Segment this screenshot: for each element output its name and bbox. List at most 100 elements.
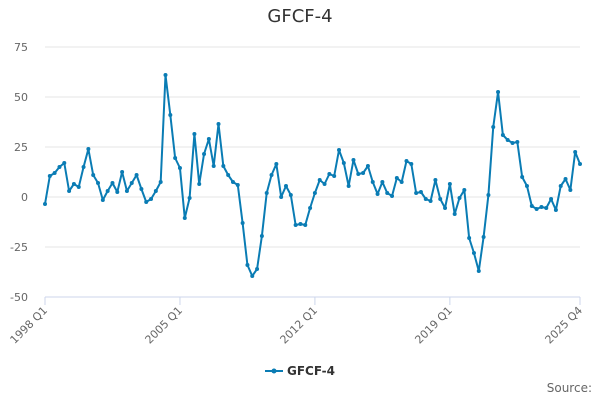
y-tick-label: 25 <box>14 141 28 154</box>
data-point <box>274 162 279 166</box>
data-point <box>163 73 168 77</box>
chart-title: GFCF-4 <box>267 6 333 27</box>
data-point <box>534 207 539 211</box>
data-point <box>462 188 467 192</box>
data-point <box>264 191 269 195</box>
x-tick-label: 1998 Q1 <box>8 304 51 347</box>
data-point <box>549 197 554 201</box>
data-point <box>105 189 110 193</box>
data-point <box>57 165 62 169</box>
data-point <box>452 212 457 216</box>
data-point <box>255 267 260 271</box>
data-point <box>544 206 549 210</box>
data-point <box>192 132 197 136</box>
data-point <box>394 176 399 180</box>
data-point <box>539 205 544 209</box>
data-point <box>356 172 361 176</box>
data-point <box>240 221 245 225</box>
legend-series-label: GFCF-4 <box>286 364 335 378</box>
data-point <box>279 195 284 199</box>
data-point <box>510 141 515 145</box>
data-point <box>390 194 395 198</box>
data-point <box>385 191 390 195</box>
x-tick-label: 2025 Q4 <box>543 304 586 347</box>
data-point <box>81 165 86 169</box>
data-point <box>115 190 120 194</box>
data-point <box>168 113 173 117</box>
data-point <box>230 180 235 184</box>
data-point <box>404 159 409 163</box>
data-point <box>438 197 443 201</box>
data-point <box>515 140 520 144</box>
data-point <box>428 199 433 203</box>
data-point <box>351 158 356 162</box>
data-point <box>505 138 510 142</box>
data-point <box>433 178 438 182</box>
data-point <box>124 189 129 193</box>
data-point <box>153 189 158 193</box>
series-line <box>44 74 581 277</box>
chart-legend[interactable]: GFCF-4 <box>0 364 600 378</box>
data-point <box>481 235 486 239</box>
data-point <box>134 173 139 177</box>
data-point <box>62 161 67 165</box>
data-point <box>52 171 57 175</box>
data-point <box>67 189 72 193</box>
data-point <box>47 174 52 178</box>
data-point <box>341 161 346 165</box>
x-tick-label: 2012 Q1 <box>277 304 320 347</box>
data-point <box>423 197 428 201</box>
data-point <box>491 125 496 129</box>
data-point <box>96 181 101 185</box>
data-point <box>486 193 491 197</box>
data-point <box>71 182 76 186</box>
data-point <box>332 174 337 178</box>
data-point <box>283 184 288 188</box>
data-point <box>443 206 448 210</box>
y-tick-label: -50 <box>10 291 28 304</box>
data-point <box>158 180 163 184</box>
data-point <box>139 187 144 191</box>
data-point <box>361 171 366 175</box>
data-point <box>129 181 134 185</box>
data-point <box>110 181 115 185</box>
data-point <box>100 198 105 202</box>
data-point <box>520 175 525 179</box>
data-point <box>211 164 216 168</box>
data-point <box>173 156 178 160</box>
y-tick-label: 75 <box>14 41 28 54</box>
data-point <box>447 182 452 186</box>
data-point <box>226 173 231 177</box>
data-point <box>235 183 240 187</box>
data-point <box>471 251 476 255</box>
data-point <box>476 269 481 273</box>
data-point <box>259 234 264 238</box>
x-tick-label: 2005 Q1 <box>143 304 186 347</box>
y-tick-label: 50 <box>14 91 28 104</box>
data-point <box>120 170 125 174</box>
data-point <box>187 196 192 200</box>
legend-series-marker <box>264 366 283 376</box>
data-point <box>337 148 342 152</box>
data-point <box>303 223 308 227</box>
y-tick-label: 0 <box>21 191 28 204</box>
data-point <box>202 152 207 156</box>
data-point <box>568 188 573 192</box>
data-point <box>76 185 81 189</box>
data-point <box>414 191 419 195</box>
data-point <box>553 208 558 212</box>
data-point <box>418 190 423 194</box>
data-point <box>91 173 96 177</box>
data-point <box>197 182 202 186</box>
data-point <box>312 191 317 195</box>
data-point <box>578 162 582 166</box>
data-point <box>563 177 568 181</box>
data-point <box>250 274 255 278</box>
data-point <box>86 147 91 151</box>
x-tick-label: 2019 Q1 <box>412 304 455 347</box>
data-point <box>524 184 529 188</box>
data-point <box>467 236 472 240</box>
data-point <box>308 206 313 210</box>
data-point <box>221 164 226 168</box>
